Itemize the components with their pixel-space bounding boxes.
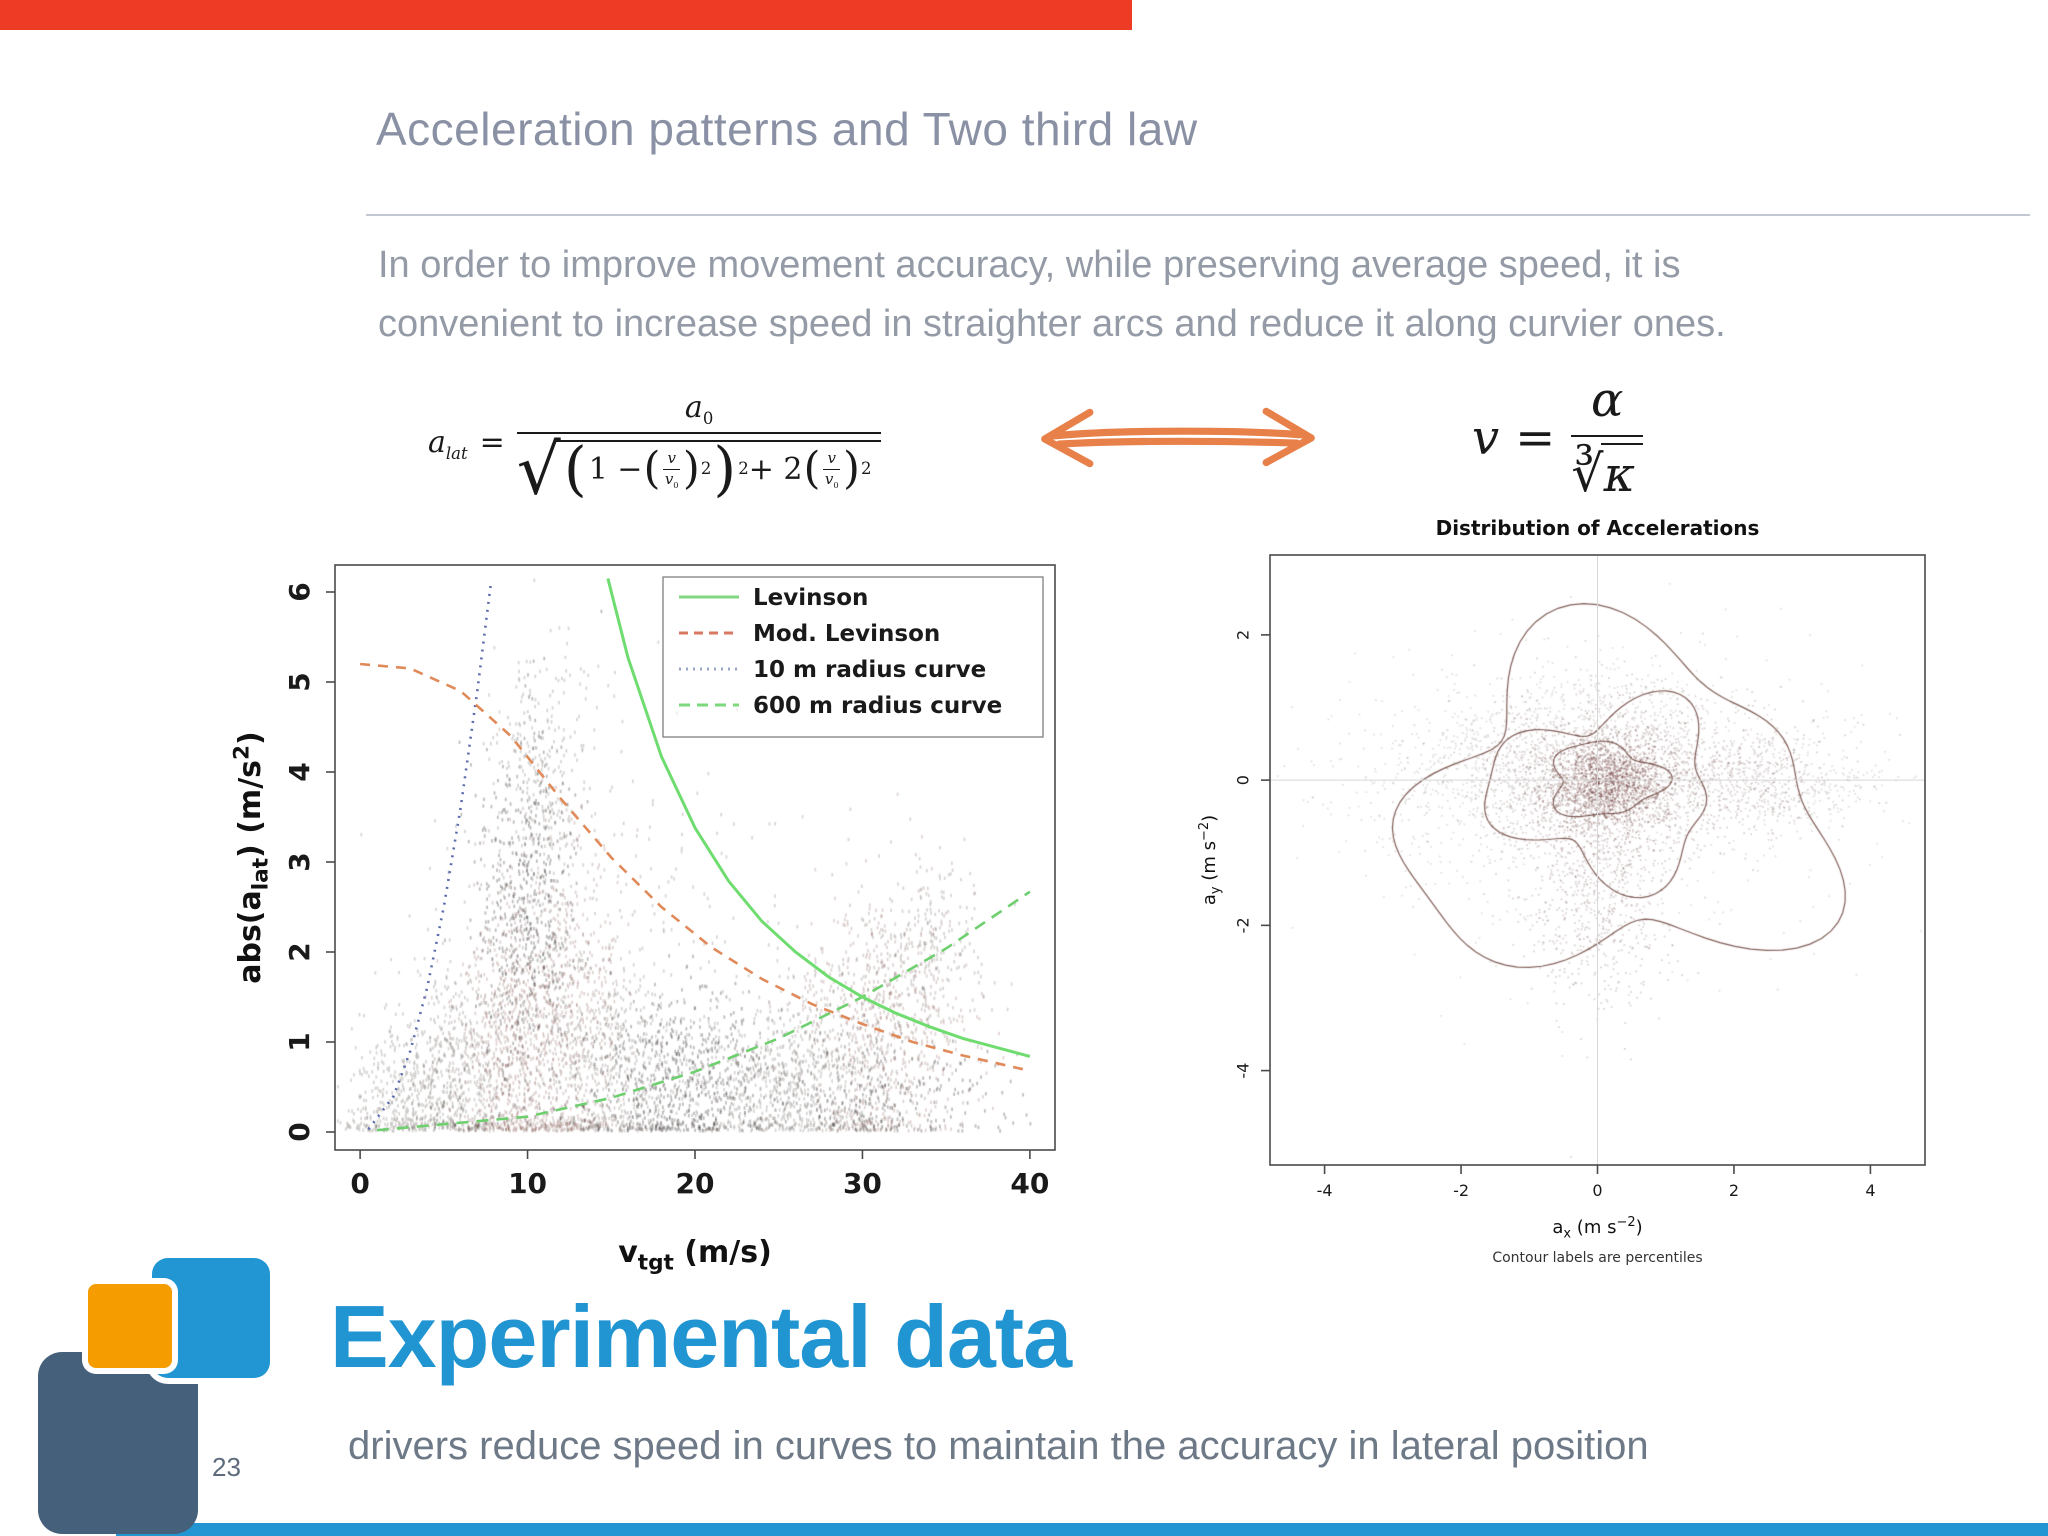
svg-text:0: 0 <box>1233 775 1252 785</box>
svg-text:40: 40 <box>1010 1167 1049 1200</box>
svg-text:4: 4 <box>283 762 316 781</box>
equals-sign: = <box>1515 409 1556 466</box>
svg-text:0: 0 <box>283 1122 316 1141</box>
chart-axes-svg: -4 -2 0 2 4 -4 -2 0 2 Distribution of Acceleratio… <box>1197 516 1926 1266</box>
svg-text:Mod. Levinson: Mod. Levinson <box>753 621 940 647</box>
acceleration-distribution-chart: -4 -2 0 2 4 -4 -2 0 2 Distribution of Acceleratio… <box>1180 495 1960 1295</box>
svg-text:2: 2 <box>1233 630 1252 640</box>
page-number: 23 <box>212 1452 241 1482</box>
svg-text:4: 4 <box>1865 1181 1875 1200</box>
body-line-1: In order to improve movement accuracy, w… <box>378 244 1681 286</box>
svg-text:abs(alat) (m/s2): abs(alat) (m/s2) <box>230 731 274 984</box>
svg-text:2: 2 <box>283 942 316 961</box>
equals-sign: = <box>479 425 505 461</box>
logo-orange-square <box>88 1284 172 1368</box>
svg-text:-2: -2 <box>1453 1181 1469 1200</box>
square-root: √ ( 1 − ( v v0 ) 2 ) 2 + 2 ( <box>517 436 882 505</box>
logo-dark-square <box>38 1352 198 1534</box>
svg-text:Levinson: Levinson <box>753 585 868 611</box>
svg-text:20: 20 <box>676 1167 715 1200</box>
v-over-v0: v v0 <box>823 449 840 490</box>
svg-text:-4: -4 <box>1317 1181 1333 1200</box>
svg-text:-4: -4 <box>1233 1063 1252 1079</box>
formula-lhs: alat <box>428 425 468 464</box>
svg-text:ax (m s−2): ax (m s−2) <box>1552 1215 1642 1241</box>
svg-text:0: 0 <box>1592 1181 1602 1200</box>
svg-text:0: 0 <box>350 1167 369 1200</box>
title-divider <box>366 214 2030 216</box>
equivalence-arrow-icon <box>1041 407 1315 468</box>
v-over-v0: v v0 <box>663 449 680 490</box>
chart-axes-svg: 0 10 20 30 40 0 1 2 3 4 5 6 vtgt (m/s) abs(alat) (m/s… <box>230 564 1056 1276</box>
svg-text:3: 3 <box>283 852 316 871</box>
svg-text:ay (m s−2): ay (m s−2) <box>1197 815 1223 905</box>
svg-text:Distribution of Accelerations: Distribution of Accelerations <box>1436 516 1760 540</box>
svg-text:-2: -2 <box>1233 917 1252 933</box>
speed-vs-lateral-acceleration-chart: 0 10 20 30 40 0 1 2 3 4 5 6 vtgt (m/s) abs(alat) (m/s… <box>205 540 1075 1300</box>
body-paragraph: In order to improve movement accuracy, w… <box>378 236 1998 354</box>
svg-text:Contour labels are percentiles: Contour labels are percentiles <box>1492 1250 1702 1266</box>
top-accent-bar <box>0 0 1132 30</box>
lateral-acceleration-formula: alat = a0 √ ( 1 − ( v v0 ) 2 ) 2 <box>428 390 882 505</box>
svg-text:6: 6 <box>283 582 316 601</box>
svg-text:10 m radius curve: 10 m radius curve <box>753 657 986 683</box>
svg-text:30: 30 <box>843 1167 882 1200</box>
svg-text:10: 10 <box>508 1167 547 1200</box>
main-fraction: a0 √ ( 1 − ( v v0 ) 2 ) 2 + 2 <box>516 390 882 505</box>
svg-text:2: 2 <box>1729 1181 1739 1200</box>
page-title: Acceleration patterns and Two third law <box>376 103 1198 155</box>
section-heading: Experimental data <box>330 1287 1072 1386</box>
svg-text:5: 5 <box>283 672 316 691</box>
svg-text:600 m radius curve: 600 m radius curve <box>753 693 1002 719</box>
section-subtitle: drivers reduce speed in curves to mainta… <box>348 1424 1649 1468</box>
scatter-canvas <box>1180 495 1960 1295</box>
svg-text:vtgt (m/s): vtgt (m/s) <box>618 1235 772 1276</box>
two-thirds-law-formula: v = α ∛ κ <box>1472 372 1644 503</box>
body-line-2: convenient to increase speed in straight… <box>378 302 1726 345</box>
bottom-accent-bar <box>116 1523 2048 1536</box>
svg-text:1: 1 <box>283 1032 316 1051</box>
